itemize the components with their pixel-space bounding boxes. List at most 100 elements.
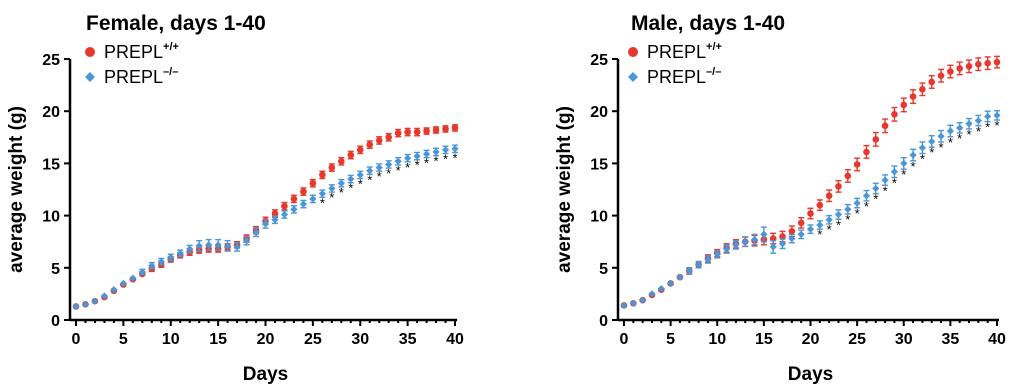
data-point [290,195,298,203]
legend-entry: PREPL+/+ [104,41,179,62]
data-point [956,65,963,72]
data-point [271,216,279,224]
data-point [620,301,628,309]
significance-star: * [911,159,916,174]
data-point [148,262,156,270]
female-weight-chart: Female, days 1-40 0 5 10 15 20 25 30 35 40 0 5 10 15 2… [6,12,464,385]
data-point [825,192,833,200]
data-point [797,219,805,227]
data-point [918,144,926,152]
significance-star: * [320,195,325,210]
x-tick-label: 20 [802,331,820,348]
data-point [404,154,412,162]
x-tick-label: 5 [666,331,675,348]
significance-star: * [994,118,999,133]
data-point [299,200,307,208]
significance-star: * [329,190,334,205]
y-tick-label: 15 [590,156,608,173]
data-point [347,151,355,159]
significance-star: * [358,177,363,192]
data-point [928,137,936,146]
data-point [375,163,383,172]
data-point [375,137,383,144]
data-point [290,205,298,213]
series-prepl-ko [620,109,1001,309]
significance-star: * [873,192,878,207]
significance-star: * [966,127,971,142]
data-point [300,188,307,195]
data-point [965,120,973,128]
legend-entry: PREPL–/– [647,66,721,87]
significance-star: * [367,172,372,187]
data-point [404,128,411,136]
y-tick-label: 25 [590,52,608,69]
y-tick-label: 15 [42,156,60,173]
data-point [891,111,898,118]
data-point [157,257,165,266]
data-point [328,184,336,193]
legend-marker-diamond [85,72,95,82]
data-point [242,237,251,245]
data-point [205,241,213,249]
data-point [195,242,203,250]
y-tick-label: 10 [42,209,60,226]
data-point [900,159,908,167]
significance-star: * [901,167,906,182]
data-point [750,236,759,244]
data-point [667,279,675,288]
data-point [233,243,241,251]
data-point [863,148,870,156]
data-point [974,116,982,125]
data-point [816,201,824,209]
y-tick-label: 0 [51,313,60,330]
x-tick-label: 30 [895,331,913,348]
data-point [413,152,421,160]
data-point [72,302,80,311]
data-point [639,296,647,304]
significance-star: * [957,131,962,146]
significance-star: * [827,222,832,237]
data-point [442,125,449,133]
y-tick-label: 0 [599,313,608,330]
data-point [309,195,317,203]
data-point [825,216,833,224]
data-point [338,158,345,165]
x-tick-label: 30 [351,331,369,348]
data-point [788,234,796,243]
x-tick-label: 5 [119,331,128,348]
x-tick-label: 20 [257,331,275,348]
significance-star: * [920,151,925,166]
legend-marker-diamond [628,72,638,82]
data-point [713,250,721,258]
x-tick-label: 10 [708,331,726,348]
legend: PREPL+/+ PREPL–/– [85,41,179,87]
data-point [881,122,889,130]
data-point [394,157,402,165]
data-point [807,210,814,217]
data-point [91,297,99,305]
legend-marker-circle [85,47,95,57]
x-tick-label: 0 [620,331,629,348]
data-point [947,68,954,75]
x-tick-label: 0 [72,331,81,348]
significance-star: * [855,206,860,221]
data-point [844,172,852,180]
y-tick-label: 10 [590,209,608,226]
x-tick-label: 25 [848,331,866,348]
data-point [629,299,637,307]
data-point [779,233,786,240]
data-point [648,290,656,298]
data-point [413,128,421,136]
significance-star: * [415,158,420,173]
y-tick-label: 5 [599,261,608,278]
data-point [984,59,991,67]
data-point [835,183,842,190]
y-axis-label: average weight (g) [554,106,575,273]
data-point [993,58,1001,66]
significance-star: * [883,183,888,198]
y-tick-label: 5 [51,261,60,278]
significance-star: * [434,154,439,169]
data-point [261,220,270,228]
series-prepl-wt [72,124,459,310]
data-point [769,243,777,251]
